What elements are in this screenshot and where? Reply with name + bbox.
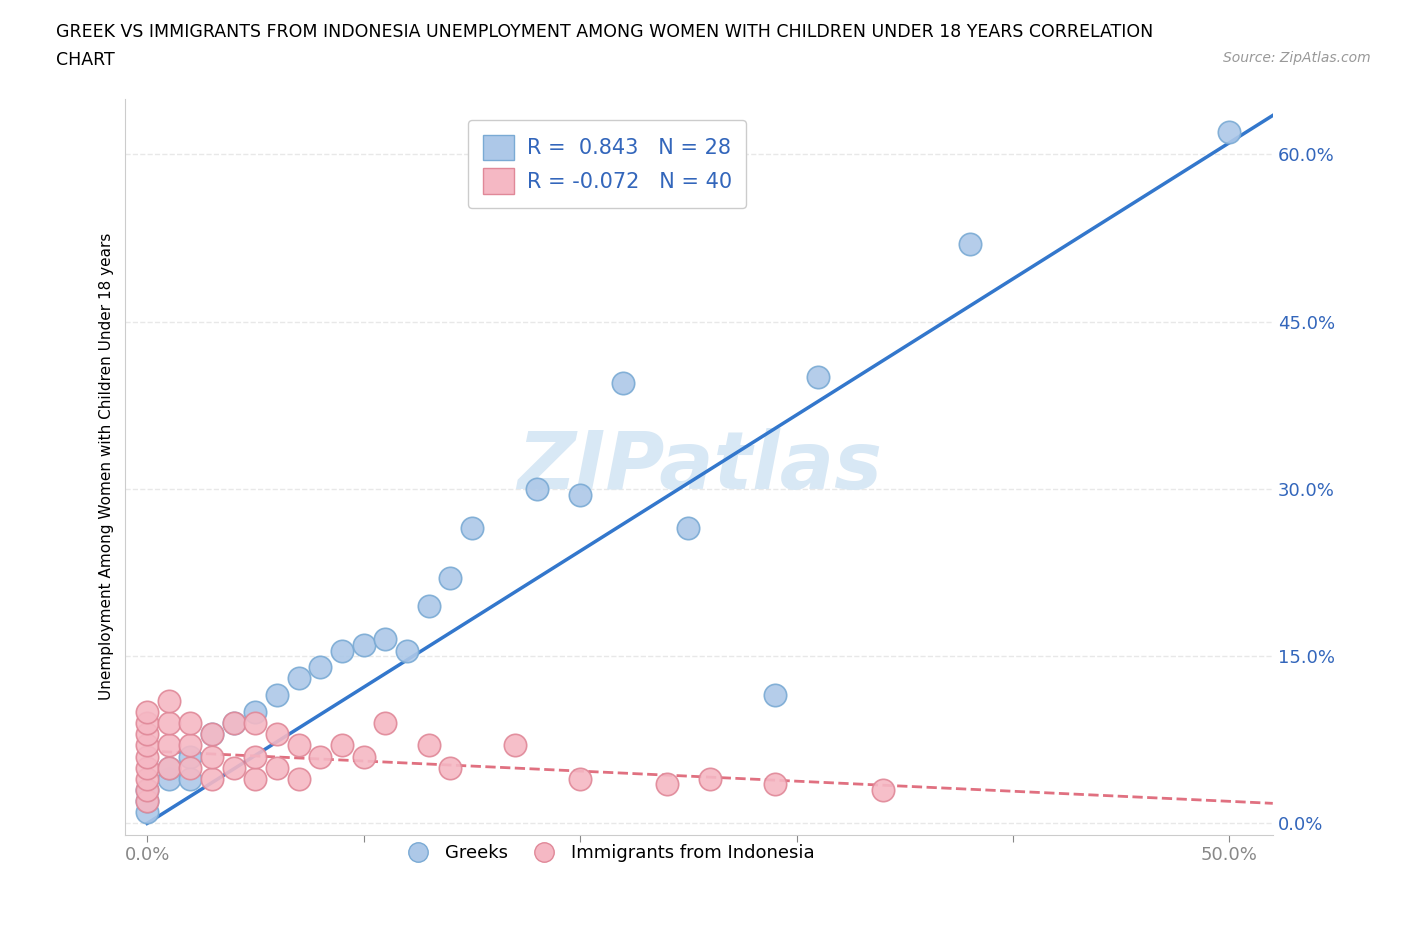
Text: Source: ZipAtlas.com: Source: ZipAtlas.com bbox=[1223, 51, 1371, 65]
Point bbox=[157, 694, 180, 709]
Point bbox=[136, 749, 159, 764]
Point bbox=[439, 571, 461, 586]
Legend: Greeks, Immigrants from Indonesia: Greeks, Immigrants from Indonesia bbox=[392, 837, 823, 870]
Point bbox=[699, 771, 721, 786]
Point bbox=[179, 749, 201, 764]
Point bbox=[201, 749, 224, 764]
Point bbox=[287, 671, 309, 686]
Point bbox=[266, 688, 288, 703]
Point bbox=[201, 726, 224, 741]
Point bbox=[655, 777, 678, 791]
Point bbox=[763, 688, 786, 703]
Point bbox=[418, 737, 440, 752]
Point bbox=[1218, 125, 1240, 140]
Point bbox=[136, 726, 159, 741]
Point bbox=[245, 715, 267, 730]
Point bbox=[157, 771, 180, 786]
Point bbox=[179, 771, 201, 786]
Point bbox=[374, 632, 396, 647]
Point bbox=[461, 521, 484, 536]
Point bbox=[612, 376, 634, 391]
Point bbox=[418, 599, 440, 614]
Point bbox=[330, 644, 353, 658]
Point bbox=[266, 760, 288, 775]
Point bbox=[136, 804, 159, 819]
Point bbox=[179, 760, 201, 775]
Point bbox=[374, 715, 396, 730]
Y-axis label: Unemployment Among Women with Children Under 18 years: Unemployment Among Women with Children U… bbox=[100, 232, 114, 700]
Point bbox=[287, 771, 309, 786]
Point bbox=[222, 715, 245, 730]
Point bbox=[569, 487, 592, 502]
Point bbox=[136, 760, 159, 775]
Point bbox=[157, 760, 180, 775]
Point bbox=[245, 705, 267, 720]
Point bbox=[959, 236, 981, 251]
Point bbox=[309, 749, 332, 764]
Point bbox=[763, 777, 786, 791]
Text: CHART: CHART bbox=[56, 51, 115, 69]
Point bbox=[136, 771, 159, 786]
Point bbox=[136, 737, 159, 752]
Point bbox=[330, 737, 353, 752]
Point bbox=[678, 521, 700, 536]
Point bbox=[245, 749, 267, 764]
Point bbox=[222, 715, 245, 730]
Point bbox=[201, 771, 224, 786]
Point bbox=[179, 737, 201, 752]
Point bbox=[157, 760, 180, 775]
Point bbox=[503, 737, 526, 752]
Point bbox=[136, 782, 159, 797]
Point bbox=[179, 715, 201, 730]
Point bbox=[309, 660, 332, 675]
Point bbox=[157, 737, 180, 752]
Point bbox=[439, 760, 461, 775]
Point bbox=[872, 782, 894, 797]
Point bbox=[266, 726, 288, 741]
Text: ZIPatlas: ZIPatlas bbox=[516, 428, 882, 506]
Point bbox=[395, 644, 418, 658]
Point bbox=[201, 726, 224, 741]
Point bbox=[353, 749, 375, 764]
Point bbox=[157, 715, 180, 730]
Point bbox=[353, 638, 375, 653]
Point bbox=[136, 705, 159, 720]
Text: GREEK VS IMMIGRANTS FROM INDONESIA UNEMPLOYMENT AMONG WOMEN WITH CHILDREN UNDER : GREEK VS IMMIGRANTS FROM INDONESIA UNEMP… bbox=[56, 23, 1153, 41]
Point bbox=[136, 782, 159, 797]
Point bbox=[136, 793, 159, 808]
Point bbox=[245, 771, 267, 786]
Point bbox=[136, 715, 159, 730]
Point bbox=[222, 760, 245, 775]
Point bbox=[569, 771, 592, 786]
Point bbox=[807, 370, 830, 385]
Point bbox=[526, 482, 548, 497]
Point bbox=[287, 737, 309, 752]
Point bbox=[136, 793, 159, 808]
